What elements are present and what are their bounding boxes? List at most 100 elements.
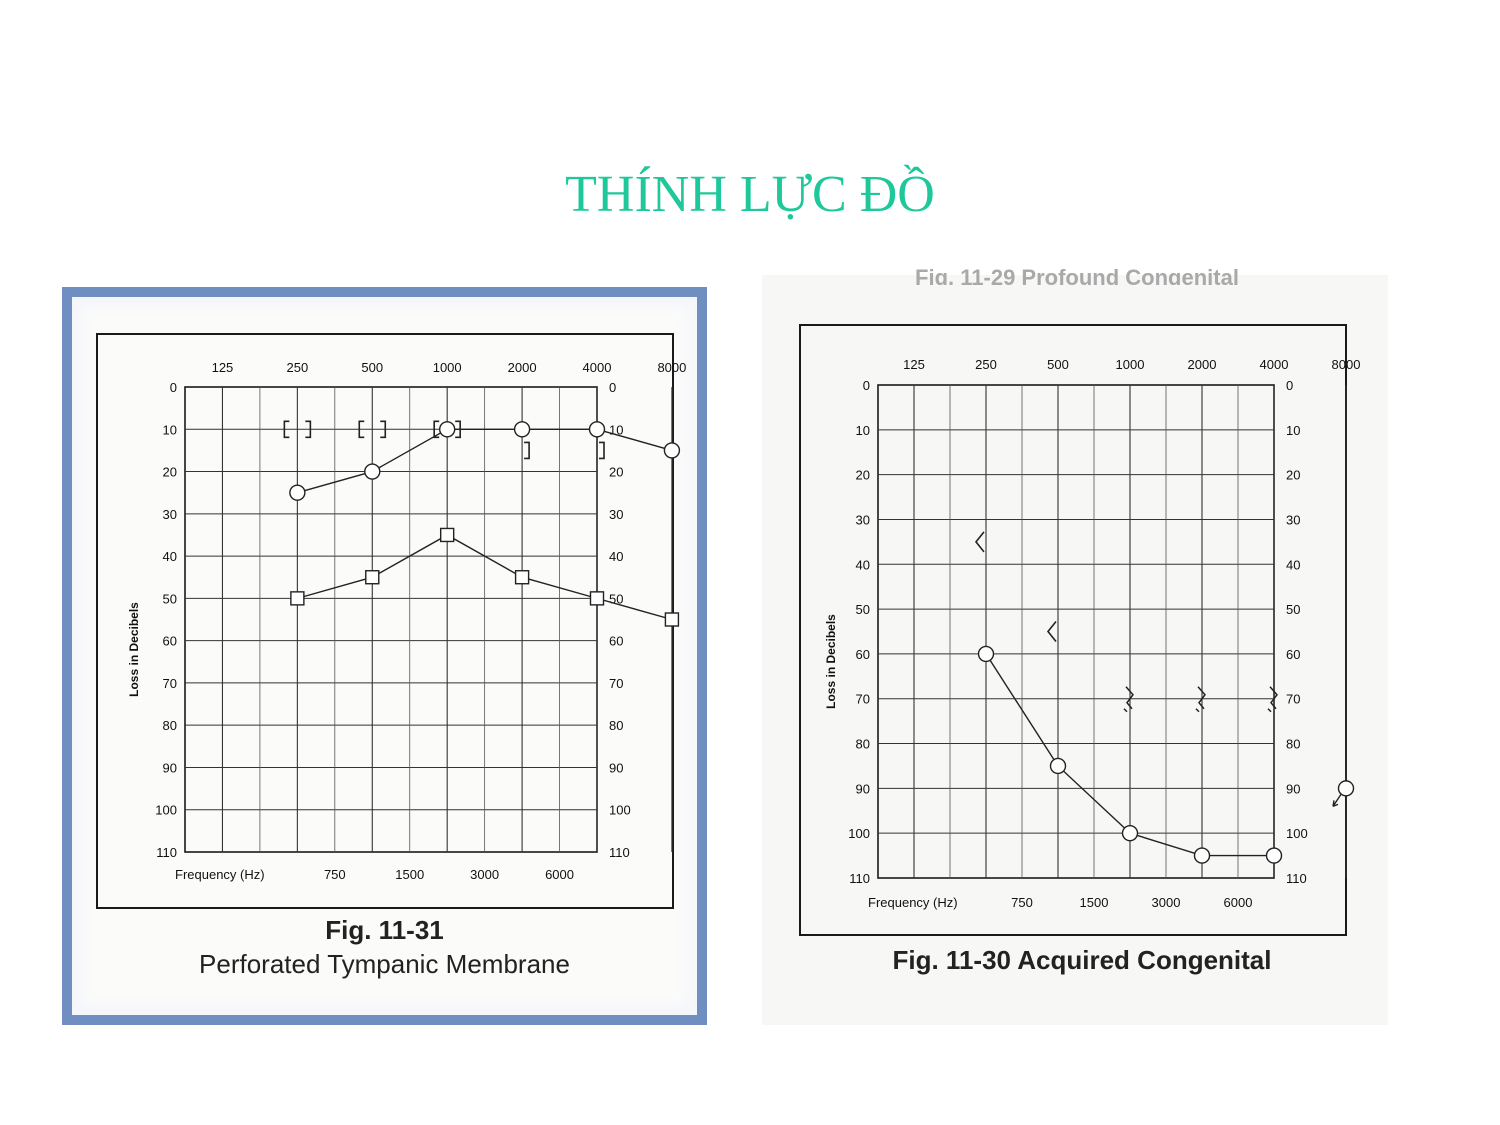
y-tick-label-left: 0 xyxy=(170,380,177,395)
y-tick-label-left: 50 xyxy=(856,602,870,617)
y-tick-label-right: 50 xyxy=(1286,602,1300,617)
y-tick-label-right: 100 xyxy=(609,803,631,818)
y-tick-label-right: 20 xyxy=(609,465,623,480)
data-point-bracket-left xyxy=(433,420,440,439)
y-tick-label-left: 0 xyxy=(863,378,870,393)
y-tick-label-right: 30 xyxy=(1286,512,1300,527)
y-tick-label-right: 90 xyxy=(609,760,623,775)
chart-frame xyxy=(96,333,674,909)
x-top-tick-label: 2000 xyxy=(508,360,537,375)
x-top-tick-label: 4000 xyxy=(583,360,612,375)
x-bottom-tick-label: 3000 xyxy=(470,867,499,882)
data-point-no-response xyxy=(1267,686,1278,713)
y-tick-label-left: 110 xyxy=(156,845,177,860)
x-bottom-tick-label: 3000 xyxy=(1152,895,1181,910)
y-tick-label-right: 0 xyxy=(609,380,616,395)
plot-border xyxy=(877,384,1275,879)
x-bottom-tick-label: 6000 xyxy=(545,867,574,882)
right-figure-top-partial-caption: Fig. 11-29 Profound Congenital xyxy=(915,265,1239,285)
y-tick-label-left: 60 xyxy=(856,647,870,662)
y-tick-label-left: 40 xyxy=(856,557,870,572)
y-tick-label-left: 40 xyxy=(163,549,177,564)
data-point-square xyxy=(664,612,680,627)
data-point-square xyxy=(365,570,380,585)
left-caption-line1: Fig. 11-31 xyxy=(325,915,444,945)
y-axis-label: Loss in Decibels xyxy=(127,602,141,697)
y-tick-label-right: 40 xyxy=(609,549,623,564)
y-tick-label-right: 60 xyxy=(1286,647,1300,662)
x-top-tick-label: 125 xyxy=(903,357,925,372)
series-line-square xyxy=(297,534,673,621)
x-bottom-tick-label: 1500 xyxy=(1080,895,1109,910)
x-top-tick-label: 125 xyxy=(212,360,234,375)
data-point-bracket-right xyxy=(380,420,387,439)
y-tick-label-right: 10 xyxy=(1286,423,1300,438)
x-top-tick-label: 8000 xyxy=(657,360,686,375)
right-caption-line1: Fig. 11-30 Acquired Congenital xyxy=(892,945,1272,975)
y-tick-label-left: 70 xyxy=(163,676,177,691)
data-point-circle-no-response xyxy=(1337,780,1355,797)
x-top-tick-label: 8000 xyxy=(1332,357,1361,372)
data-point-bracket-left xyxy=(283,420,290,439)
left-caption-line2: Perforated Tympanic Membrane xyxy=(199,949,570,979)
x-top-tick-label: 4000 xyxy=(1260,357,1289,372)
y-tick-label-left: 60 xyxy=(163,634,177,649)
x-axis-label: Frequency (Hz) xyxy=(868,895,958,910)
left-figure-inner xyxy=(72,297,697,1015)
y-tick-label-right: 80 xyxy=(1286,737,1300,752)
y-tick-label-left: 100 xyxy=(155,803,177,818)
data-point-square xyxy=(439,527,455,543)
y-tick-label-left: 30 xyxy=(163,507,177,522)
x-bottom-tick-label: 750 xyxy=(1011,895,1033,910)
data-point-circle xyxy=(1049,757,1067,775)
y-tick-label-right: 70 xyxy=(1286,692,1300,707)
y-tick-label-left: 80 xyxy=(163,718,177,733)
y-tick-label-right: 0 xyxy=(1286,378,1293,393)
x-bottom-tick-label: 1500 xyxy=(395,867,424,882)
data-point-circle xyxy=(588,421,606,438)
x-top-tick-label: 1000 xyxy=(433,360,462,375)
y-tick-label-right: 60 xyxy=(609,634,623,649)
y-tick-label-right: 80 xyxy=(609,718,623,733)
y-tick-label-left: 100 xyxy=(848,826,870,841)
y-tick-label-right: 100 xyxy=(1286,826,1308,841)
y-tick-label-left: 80 xyxy=(856,737,870,752)
x-top-tick-label: 500 xyxy=(1047,357,1069,372)
y-tick-label-left: 20 xyxy=(163,465,177,480)
data-point-bone-left xyxy=(1046,621,1057,642)
x-axis-label: Frequency (Hz) xyxy=(175,867,265,882)
y-tick-label-left: 30 xyxy=(856,512,870,527)
y-axis-label: Loss in Decibels xyxy=(824,614,838,709)
data-point-bracket-right xyxy=(599,441,605,460)
y-tick-label-right: 90 xyxy=(1286,781,1300,796)
y-tick-label-right: 40 xyxy=(1286,557,1300,572)
y-tick-label-right: 70 xyxy=(609,676,623,691)
data-point-circle xyxy=(1265,847,1283,864)
left-figure-panel: 125 250 500 1000 2000 4000 8000 750 1500 3000 6000… xyxy=(62,287,707,1025)
y-tick-label-right: 30 xyxy=(609,507,623,522)
y-tick-label-left: 90 xyxy=(163,760,177,775)
data-point-bracket-right xyxy=(455,420,461,439)
series-line-circle xyxy=(297,428,673,494)
y-tick-label-left: 50 xyxy=(163,591,177,606)
data-point-circle xyxy=(364,463,381,480)
y-tick-label-right: 20 xyxy=(1286,468,1300,483)
data-point-square xyxy=(589,591,605,606)
y-tick-label-left: 10 xyxy=(856,423,870,438)
chart-frame xyxy=(799,324,1347,936)
data-point-no-response xyxy=(1123,686,1134,713)
data-point-circle xyxy=(1193,847,1211,864)
slide-title: THÍNH LỰC ĐỒ xyxy=(565,166,935,223)
y-tick-label-left: 10 xyxy=(163,422,177,437)
left-figure-caption: Fig. 11-31 Perforated Tympanic Membrane xyxy=(97,913,672,981)
data-point-circle xyxy=(438,421,456,438)
x-bottom-tick-label: 750 xyxy=(324,867,346,882)
right-figure-panel: Fig. 11-29 Profound Congenital 125 250 500… xyxy=(762,265,1388,1025)
x-top-tick-label: 2000 xyxy=(1188,357,1217,372)
y-tick-label-left: 20 xyxy=(856,468,870,483)
x-top-tick-label: 1000 xyxy=(1116,357,1145,372)
x-bottom-tick-label: 6000 xyxy=(1224,895,1253,910)
data-point-circle xyxy=(977,645,995,663)
